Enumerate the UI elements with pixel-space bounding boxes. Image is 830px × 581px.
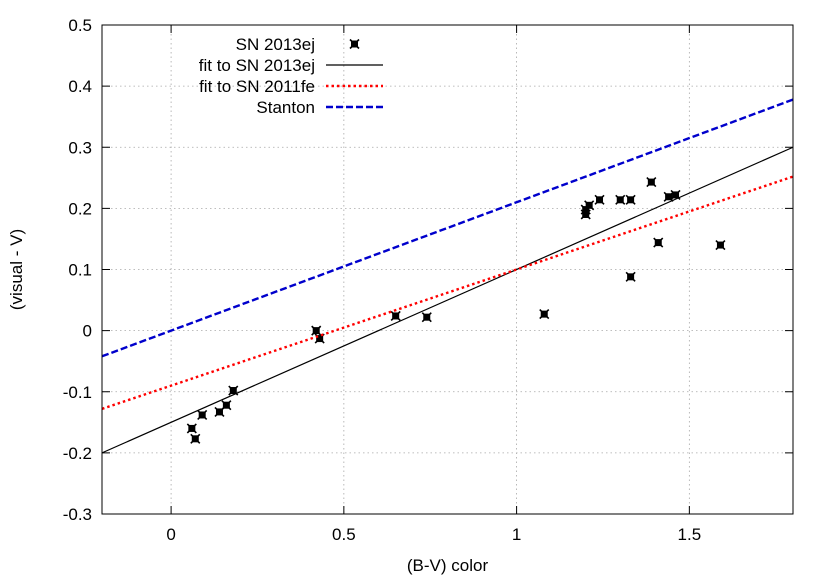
data-point (625, 194, 636, 205)
data-point (653, 237, 664, 248)
grid (102, 24, 793, 515)
legend-label: fit to SN 2011fe (199, 77, 315, 96)
x-tick-label: 1.5 (678, 525, 702, 544)
data-point (421, 312, 432, 323)
y-tick-label: 0.2 (68, 199, 92, 218)
series-line (101, 98, 794, 358)
series-layer (101, 98, 794, 454)
legend-label: fit to SN 2013ej (199, 56, 315, 75)
y-tick-label: -0.3 (63, 505, 92, 524)
data-point (390, 310, 401, 322)
y-tick-label: -0.1 (63, 383, 92, 402)
data-point (221, 400, 232, 411)
x-tick-label: 0 (166, 525, 175, 544)
y-tick-label: 0 (83, 322, 92, 341)
legend-label: Stanton (256, 98, 315, 117)
data-point (197, 409, 208, 421)
x-tick-label: 1 (512, 525, 521, 544)
legend-label: SN 2013ej (236, 35, 315, 54)
data-point (594, 194, 605, 205)
data-point (646, 177, 657, 188)
data-point (715, 239, 726, 251)
y-tick-label: 0.4 (68, 77, 92, 96)
y-axis-title: (visual - V) (7, 229, 26, 310)
data-point (190, 433, 201, 444)
y-tick-label: 0.5 (68, 16, 92, 35)
series-line (101, 175, 794, 411)
data-point (584, 200, 595, 211)
data-point (539, 309, 550, 320)
data-point (615, 194, 626, 205)
legend-swatch (349, 38, 360, 50)
y-tick-label: 0.1 (68, 261, 92, 280)
legend: SN 2013ej fit to SN 2013ej fit to SN 2011f… (199, 35, 383, 117)
data-point (663, 191, 674, 202)
data-point (186, 423, 197, 434)
data-point (311, 325, 322, 336)
x-axis-title: (B-V) color (407, 556, 489, 575)
y-tick-label: 0.3 (68, 138, 92, 157)
data-point (625, 271, 636, 282)
series-line (101, 146, 794, 454)
x-tick-label: 0.5 (332, 525, 356, 544)
y-tick-label: -0.2 (63, 444, 92, 463)
ticks: 0 0.5 1 1.5 -0.3 -0.2 -0.1 0 0.1 0.2 0.3 0.4 0.5 (63, 16, 793, 544)
